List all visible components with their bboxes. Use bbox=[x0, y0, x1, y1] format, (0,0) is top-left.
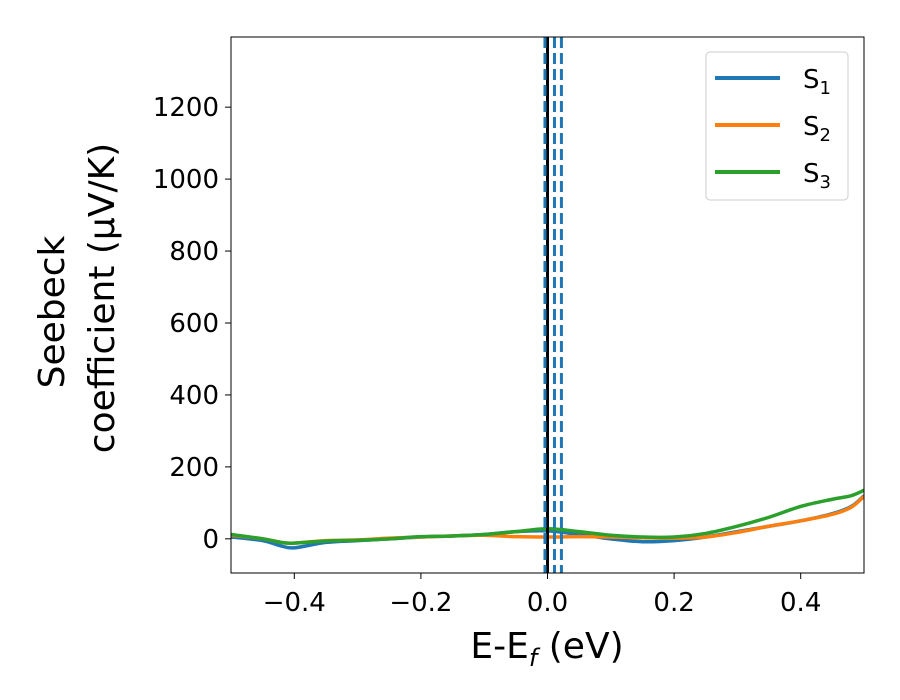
y-axis-label-line1: Seebeck bbox=[32, 235, 73, 388]
x-tick-label: −0.2 bbox=[389, 588, 452, 618]
data-layer bbox=[231, 37, 864, 573]
legend-label-2: S2 bbox=[803, 112, 831, 146]
x-tick-label: 0.2 bbox=[653, 588, 694, 618]
x-axis-label-main: E-E bbox=[470, 626, 528, 667]
y-tick-label: 1000 bbox=[153, 165, 219, 195]
y-tick-label: 1200 bbox=[153, 93, 219, 123]
y-tick-label: 600 bbox=[169, 309, 219, 339]
y-axis-label-line2: coefficient (μV/K) bbox=[82, 143, 123, 453]
y-tick-label: 400 bbox=[169, 381, 219, 411]
y-tick-label: 200 bbox=[169, 453, 219, 483]
y-tick-label: 800 bbox=[169, 237, 219, 267]
x-tick-label: 0.4 bbox=[780, 588, 821, 618]
legend-label-3: S3 bbox=[803, 159, 831, 193]
x-axis-label-unit: (eV) bbox=[537, 626, 623, 667]
y-axis-label: Seebeck coefficient (μV/K) bbox=[32, 143, 123, 453]
legend: S1 S2 S3 bbox=[705, 51, 849, 201]
y-axis-ticks: 0 200 400 600 800 1000 1200 bbox=[153, 93, 231, 555]
x-axis-label: E-Ef (eV) bbox=[470, 626, 623, 672]
y-tick-label: 0 bbox=[202, 525, 219, 555]
x-axis-ticks: −0.4 −0.2 0.0 0.2 0.4 bbox=[263, 573, 821, 618]
x-tick-label: 0.0 bbox=[527, 588, 568, 618]
x-tick-label: −0.4 bbox=[263, 588, 326, 618]
legend-label-1: S1 bbox=[803, 65, 831, 99]
